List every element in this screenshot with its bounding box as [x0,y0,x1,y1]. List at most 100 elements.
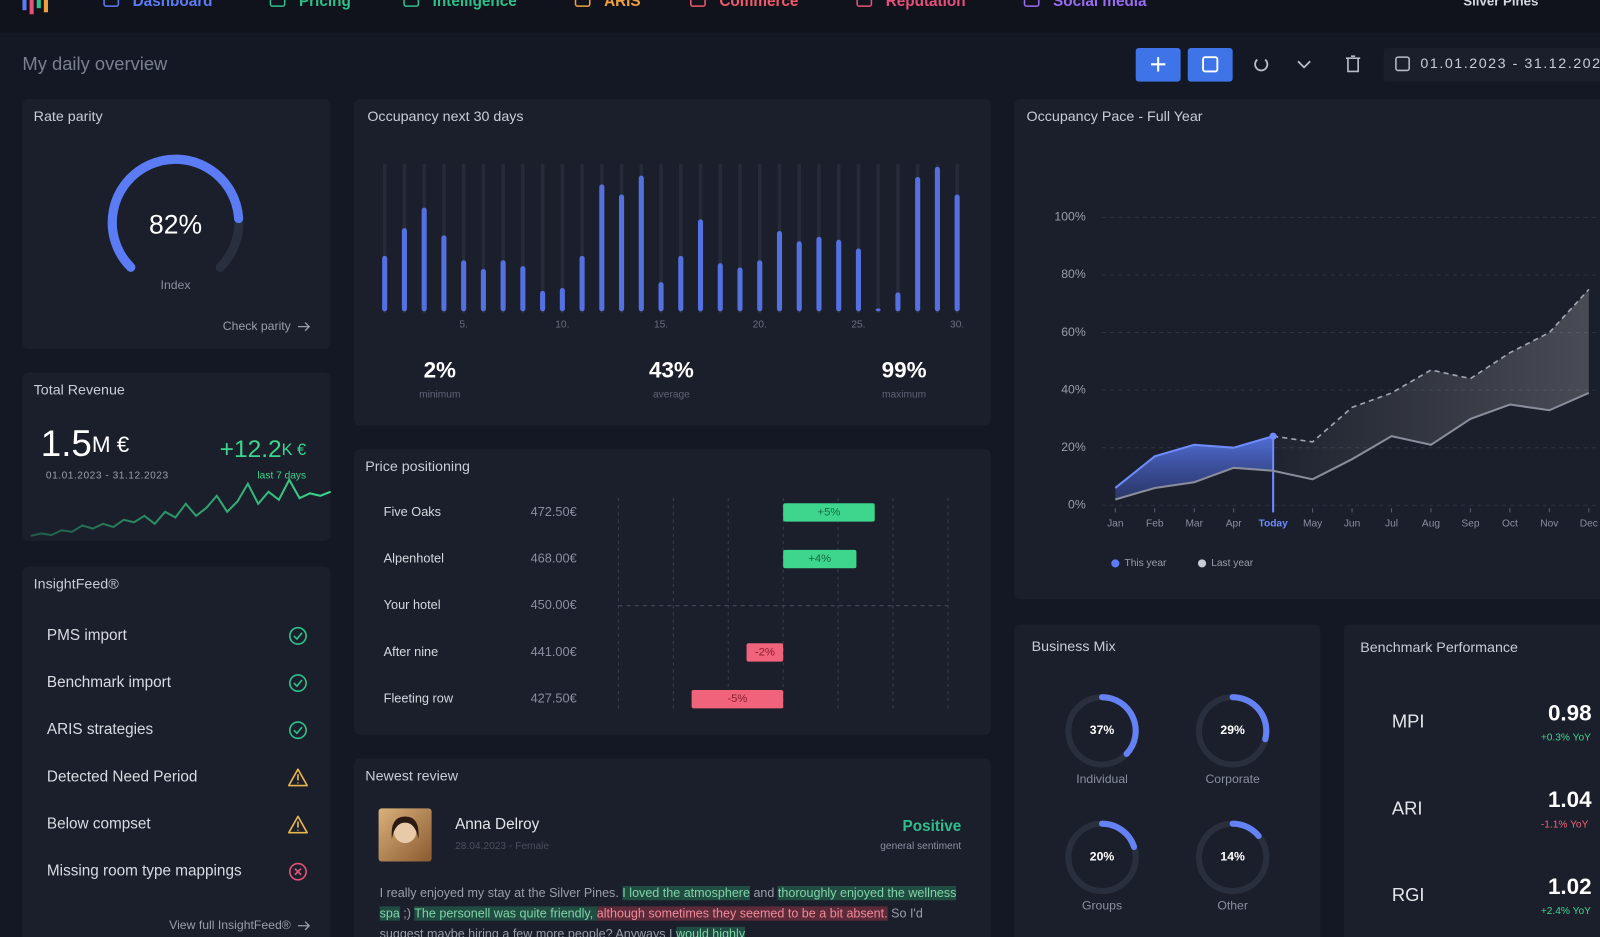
card [22,99,331,350]
bar [500,260,506,312]
status-warning [287,815,308,834]
hotel-price: 472.50€ [531,504,577,519]
diff-label: -2% [755,646,775,658]
hotel-name: Five Oaks [384,504,441,519]
metric-name: ARI [1392,797,1423,818]
toolbar-button[interactable] [1187,47,1233,82]
x-tick-label: 15. [654,319,668,330]
x-tick-label: 10. [555,319,569,330]
nav-item[interactable]: Intelligence [433,0,517,10]
donut-caption: Other [1217,899,1248,913]
metric-value: 1.04 [1548,787,1592,812]
metric-name: MPI [1392,710,1425,731]
review-body: I really enjoyed my stay at the Silver P… [379,883,960,937]
gauge-value [107,154,244,272]
legend-label: Last year [1211,558,1254,569]
x-tick-label: Dec [1580,518,1598,529]
x-tick-label: Sep [1461,518,1479,529]
donut-value [1098,694,1139,757]
review-segment: I loved the atmosphere [622,885,750,901]
bar [717,263,723,312]
nav-icon [1023,0,1040,7]
status-warning [287,768,308,787]
icon-chevron[interactable] [1297,60,1311,69]
donut-label: 14% [1220,850,1245,864]
review-author: Anna Delroy [455,816,540,833]
feed-item: ARIS strategies [47,721,154,738]
nav-item[interactable]: Social media [1053,0,1147,10]
card-title: InsightFeed® [34,577,120,593]
bar [875,308,881,312]
icon-add [1151,57,1166,72]
review-text: I really enjoyed my stay at the Silver P… [379,883,960,937]
x-tick-label: Jun [1344,518,1360,529]
nav-bar [0,0,1600,33]
stat-value: 99% [882,357,927,382]
card [1014,624,1321,937]
link[interactable]: Check parity [223,319,292,333]
stat-caption: average [653,390,690,401]
date-range: 01.01.2023 - 31.12.2023 [1420,56,1600,72]
metric-name: RGI [1392,884,1425,905]
card [22,372,331,541]
status-ok-check [293,679,303,688]
hotel-name: After nine [384,644,439,659]
hotel-name: Fleeting row [384,691,454,706]
nav-item[interactable]: Dashboard [133,0,213,10]
hotel-name: Your hotel [384,597,441,612]
today-point [1269,432,1277,440]
metric-value: 0.98 [1548,700,1592,725]
link[interactable]: View full InsightFeed® [169,918,291,932]
card-title: Occupancy Pace - Full Year [1027,109,1203,125]
bar [678,255,684,312]
bar [658,282,664,312]
diff-label: +4% [808,553,831,565]
series-line [1114,435,1274,489]
card-title: Occupancy next 30 days [367,109,523,125]
legend-swatch [1197,559,1207,568]
change-period: last 7 days [257,470,306,481]
revenue-change: +12.2K € [220,437,306,464]
nav-item[interactable]: ARIS [604,0,641,10]
stat-caption: minimum [419,390,460,401]
feed-item: Missing room type mappings [47,863,242,880]
series-line [1273,288,1590,443]
legend-label: This year [1124,558,1166,569]
status-ok-check [293,632,303,641]
bar [954,194,960,312]
icon-delete[interactable] [1345,55,1361,73]
nav-item[interactable]: Pricing [299,0,351,10]
sentiment: Positive [903,818,962,835]
card [22,566,331,937]
diff-bar [783,503,875,522]
bar [638,175,644,312]
sentiment-caption: general sentiment [880,841,961,852]
donut-caption: Individual [1076,772,1128,786]
nav-icon [856,0,873,7]
bar [480,268,486,312]
icon-refresh[interactable] [1254,58,1269,72]
bar [934,166,940,312]
bar [796,241,802,312]
bar [697,219,704,312]
donut-label: 29% [1220,723,1245,737]
nav-item[interactable]: Reputation [886,0,966,10]
donut-value [1098,820,1138,851]
x-tick-label: 5. [459,319,467,330]
metric-change: +2.4% YoY [1541,906,1591,917]
metric-change: -1.1% YoY [1541,819,1589,830]
area-fill [1273,289,1589,480]
metric-value: 1.02 [1548,874,1592,899]
bar [421,207,427,312]
nav-icon [403,0,420,7]
date-picker[interactable] [1383,47,1600,82]
x-tick-label: Jan [1107,518,1123,529]
icon-calendar [1395,56,1410,72]
donut-label: 37% [1090,723,1115,737]
review-segment: So I'd suggest maybe hiring a few more p… [379,906,923,937]
status-ok [288,626,307,645]
nav-item[interactable]: Commerce [719,0,798,10]
bar [599,184,605,312]
